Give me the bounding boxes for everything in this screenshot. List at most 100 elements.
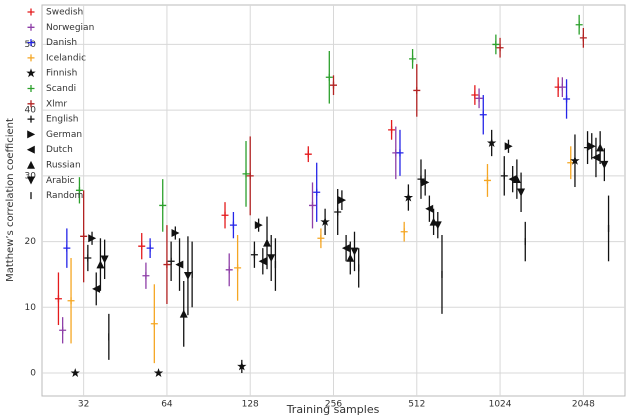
marker [246,172,254,180]
legend-marker [26,68,36,78]
marker [334,208,342,216]
marker [483,176,491,184]
marker [225,266,233,274]
marker [84,254,92,262]
legend-marker [26,145,35,154]
legend-label: English [46,115,79,125]
marker [504,142,513,151]
marker [512,174,521,183]
y-tick-label: 30 [25,171,37,181]
marker [67,297,75,305]
marker [171,229,180,238]
marker [146,244,154,252]
marker [263,238,271,247]
marker [167,257,175,265]
legend-marker [27,23,35,31]
marker [234,264,242,272]
legend-label: Norwegian [46,23,94,33]
marker [400,228,408,236]
x-tick-label: 2048 [572,400,595,410]
marker [175,260,184,269]
marker [579,34,587,42]
marker [471,91,479,99]
marker [425,204,434,213]
marker [575,21,583,29]
marker [63,244,71,252]
marker [304,150,312,158]
legend-label: Random [46,191,83,201]
marker [96,260,105,269]
legend-label: Icelandic [46,53,86,63]
marker [267,254,276,263]
legend-marker [27,8,35,16]
x-tick-label: 64 [161,400,173,410]
legend-label: Swedish [46,8,83,18]
marker [486,138,497,147]
marker [492,40,500,48]
legend-label: Xlmr [46,99,67,109]
marker [350,247,359,256]
marker [59,326,67,334]
marker [341,244,350,253]
marker [346,253,355,262]
x-tick-label: 512 [408,400,425,410]
legend-label: Arabic [46,176,75,186]
legend-label: Russian [46,161,81,171]
marker [563,95,571,103]
marker [237,361,247,371]
marker [338,196,347,205]
legend-marker [27,115,35,123]
marker [254,221,263,230]
marker [183,271,192,280]
legend-marker [27,130,36,139]
marker [433,221,442,230]
marker [159,201,167,209]
marker [309,201,316,209]
marker [388,126,396,134]
marker [325,73,333,81]
x-tick-label: 128 [242,400,259,410]
marker [409,55,417,63]
marker [92,284,101,293]
marker [138,242,146,250]
legend-marker [27,100,35,108]
x-tick-label: 256 [325,400,342,410]
marker [313,188,321,196]
marker [320,216,330,226]
legend-label: Finnish [46,69,77,79]
legend-marker [27,54,35,62]
legend-marker [27,176,35,185]
marker [70,368,80,377]
marker [88,234,97,243]
marker [330,81,337,89]
x-axis-label: Training samples [286,403,380,416]
legend-marker [27,85,35,92]
legend-label: Danish [46,38,77,48]
marker [558,83,566,91]
marker [600,160,609,169]
marker [417,175,425,183]
marker [100,255,109,264]
marker [163,261,171,269]
marker [150,320,158,328]
marker [413,86,421,94]
legend-label: German [46,130,82,140]
marker [479,111,487,119]
marker [317,234,325,242]
marker [475,94,483,102]
legend-label: Dutch [46,145,73,155]
legend-label: Scandi [46,84,76,94]
marker [496,44,504,52]
marker [153,368,164,377]
marker [80,232,88,240]
legend-marker [27,160,35,169]
marker [242,170,250,178]
marker [570,155,580,165]
x-tick-label: 32 [78,400,89,410]
marker [250,251,258,259]
y-tick-label: 40 [25,106,37,116]
marker [517,188,526,197]
y-tick-label: 0 [30,369,36,379]
marker [500,172,508,180]
